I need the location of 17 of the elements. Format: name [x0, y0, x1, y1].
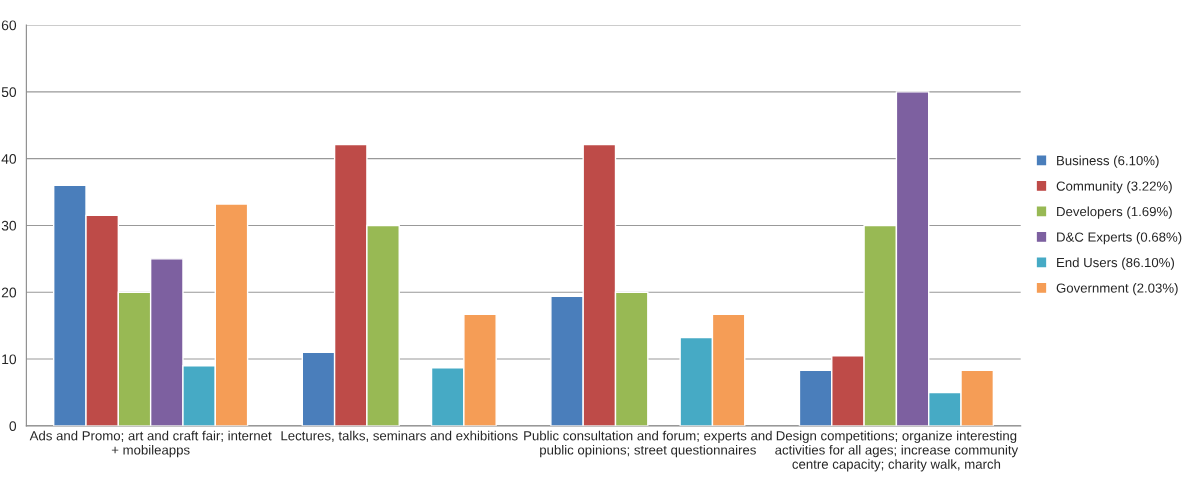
legend-label: Community (3.22%): [1056, 181, 1172, 194]
x-tick-label: Design competitions; organize interesting activities for all ages; increase community centre capacity; charity walk, march: [775, 430, 1019, 472]
y-tick-label: 30: [1, 220, 17, 231]
y-tick-label: 10: [2, 354, 17, 365]
legend-label: End Users (86.10%): [1057, 257, 1174, 270]
y-tick-label: 40: [1, 153, 17, 164]
x-tick-label: Public consultation and forum; experts and public opinions; street questionnaires: [524, 430, 772, 458]
legend-label: D&C Experts (0.68%): [1057, 232, 1182, 245]
x-tick-label: Ads and Promo; art and craft fair; internet + mobileapps: [29, 430, 272, 458]
legend-label: Business (6.10%): [1057, 155, 1159, 168]
y-tick-label: 20: [1, 287, 17, 298]
legend-label: Developers (1.69%): [1057, 206, 1172, 219]
y-tick-label: 50: [1, 87, 17, 98]
y-tick-label: 60: [1, 20, 17, 31]
x-tick-label: Lectures, talks, seminars and exhibitions: [281, 430, 518, 442]
y-tick-label: 0: [9, 421, 17, 432]
legend-label: Government (2.03%): [1056, 283, 1178, 296]
